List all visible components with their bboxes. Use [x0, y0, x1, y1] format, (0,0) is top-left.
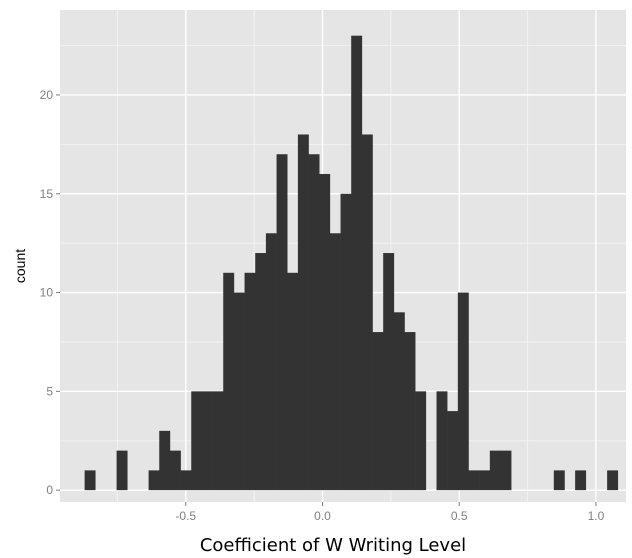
- histogram-bar: [329, 233, 341, 491]
- histogram-bar: [415, 391, 427, 491]
- histogram-bar: [244, 272, 256, 491]
- histogram-bar: [84, 470, 96, 491]
- histogram-bar: [212, 391, 224, 491]
- histogram-bar: [116, 450, 128, 491]
- y-tick-label: 20: [40, 88, 54, 102]
- histogram-bar: [201, 391, 213, 491]
- histogram-bar: [233, 292, 245, 491]
- histogram-bar: [351, 35, 363, 491]
- histogram-bar: [372, 332, 384, 491]
- histogram-bar: [500, 450, 512, 491]
- histogram-bar: [148, 470, 160, 491]
- y-tick-label: 10: [40, 286, 54, 300]
- histogram-bar: [159, 430, 171, 491]
- histogram-bar: [553, 470, 565, 491]
- y-axis-ticks: 0 5 10 15 20: [40, 88, 60, 497]
- histogram-bar: [479, 470, 491, 491]
- histogram-bar: [191, 391, 203, 491]
- histogram-bar: [436, 391, 448, 491]
- histogram-bar: [607, 470, 619, 491]
- histogram-bar: [276, 154, 288, 491]
- histogram-bar: [265, 233, 277, 491]
- histogram-bar: [447, 411, 459, 491]
- histogram-bar: [457, 292, 469, 491]
- histogram-bar: [223, 272, 235, 491]
- histogram-bar: [575, 470, 587, 491]
- histogram-bar: [319, 174, 331, 491]
- histogram-bar: [468, 470, 480, 491]
- histogram-bar: [287, 272, 299, 491]
- histogram-bar: [340, 193, 352, 491]
- x-tick-label: 0.5: [451, 509, 468, 523]
- histogram-bar: [180, 470, 192, 491]
- histogram-bars: [84, 35, 619, 491]
- x-tick-label: 1.0: [588, 509, 605, 523]
- histogram-bar: [255, 253, 267, 491]
- x-axis-title: Coefficient of W Writing Level: [200, 535, 466, 556]
- y-axis-title: count: [12, 249, 28, 283]
- histogram-bar: [404, 332, 416, 491]
- histogram-bar: [383, 253, 395, 491]
- y-tick-label: 0: [46, 483, 53, 497]
- x-tick-label: 0.0: [314, 509, 331, 523]
- x-axis-ticks: -0.5 0.0 0.5 1.0: [175, 502, 605, 523]
- y-tick-label: 15: [40, 187, 54, 201]
- histogram-bar: [361, 134, 373, 491]
- y-tick-label: 5: [46, 384, 53, 398]
- x-tick-label: -0.5: [175, 509, 196, 523]
- histogram-bar: [308, 154, 320, 491]
- histogram-bar: [489, 450, 501, 491]
- histogram-bar: [393, 312, 405, 491]
- histogram-bar: [297, 134, 309, 491]
- histogram-bar: [169, 450, 181, 491]
